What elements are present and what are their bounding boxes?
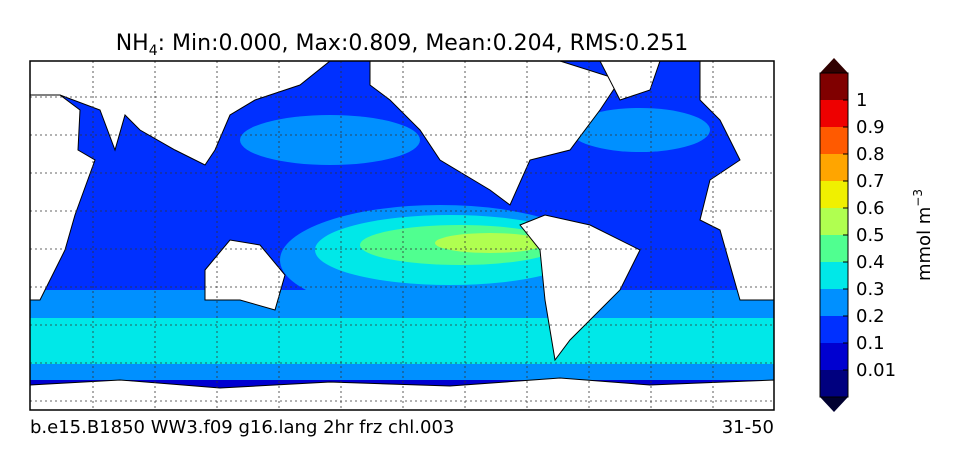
eurasia bbox=[30, 61, 331, 166]
map-title: NH4: Min:0.000, Max:0.809, Mean:0.204, R… bbox=[116, 31, 689, 59]
map-frame bbox=[29, 60, 775, 411]
colorbar-tick-label: 0.7 bbox=[856, 171, 885, 192]
colorbar-segment bbox=[820, 100, 848, 127]
equatorial-peak bbox=[435, 233, 545, 253]
colorbar-over bbox=[820, 58, 848, 73]
colorbar-label-text: mmol m bbox=[914, 207, 935, 281]
colorbar-tick-label: 0.01 bbox=[856, 360, 896, 381]
australia bbox=[204, 239, 286, 311]
north-pacific bbox=[240, 115, 420, 165]
colorbar-segment bbox=[820, 127, 848, 154]
colorbar-tick-label: 0.4 bbox=[856, 252, 885, 273]
greenland bbox=[599, 61, 661, 101]
africa-east bbox=[699, 61, 774, 301]
colorbar-under bbox=[820, 397, 848, 412]
colorbar-tick-label: 0.3 bbox=[856, 279, 885, 300]
southern-core bbox=[30, 318, 774, 364]
north-atlantic bbox=[570, 108, 710, 152]
title-stats: : Min:0.000, Max:0.809, Mean:0.204, RMS:… bbox=[158, 31, 689, 56]
colorbar-segment bbox=[820, 262, 848, 289]
colorbar-label-sup: −3 bbox=[911, 189, 925, 207]
colorbar-tick-label: 0.8 bbox=[856, 144, 885, 165]
footer-years: 31-50 bbox=[722, 417, 774, 438]
colorbar-tick-label: 0.1 bbox=[856, 333, 885, 354]
colorbar-tick-label: 0.6 bbox=[856, 198, 885, 219]
map-field bbox=[30, 61, 774, 410]
colorbar-segment bbox=[820, 181, 848, 208]
title-subscript: 4 bbox=[149, 43, 158, 59]
colorbar-segment bbox=[820, 154, 848, 181]
colorbar-tick-label: 0.9 bbox=[856, 117, 885, 138]
south-america bbox=[519, 214, 641, 362]
colorbar-tick-label: 1 bbox=[856, 90, 867, 111]
colorbar-segment bbox=[820, 343, 848, 370]
colorbar-segment bbox=[820, 73, 848, 100]
antarctica bbox=[30, 377, 774, 410]
colorbar-segment bbox=[820, 235, 848, 262]
colorbar-segment bbox=[820, 316, 848, 343]
footer-case: b.e15.B1850 WW3.f09 g16.lang 2hr frz chl… bbox=[30, 417, 454, 438]
graticule bbox=[30, 61, 774, 410]
colorbar-tick-label: 0.2 bbox=[856, 306, 885, 327]
colorbar-tick-label: 0.5 bbox=[856, 225, 885, 246]
colorbar-segment bbox=[820, 370, 848, 397]
title-species: NH bbox=[116, 31, 149, 56]
colorbar-segment bbox=[820, 208, 848, 235]
colorbar: 0.01 0.1 0.2 0.3 0.4 0.5 0.6 0.7 0.8 0.9 1 bbox=[819, 58, 896, 412]
colorbar-label: mmol m−3 bbox=[911, 189, 935, 281]
colorbar-segment bbox=[820, 289, 848, 316]
